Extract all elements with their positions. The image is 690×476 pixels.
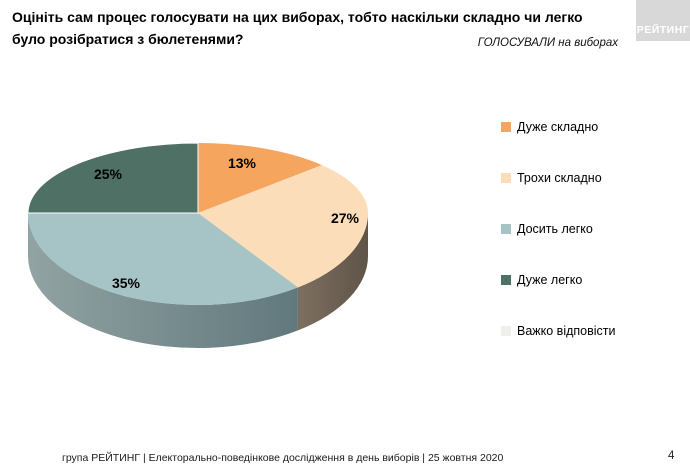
legend-swatch (501, 173, 511, 183)
legend-item-hard-to-answer: Важко відповісти (501, 323, 616, 339)
pie-data-labels: 13% 27% 35% 25% (94, 155, 360, 291)
legend-swatch (501, 326, 511, 336)
legend-item-somewhat-hard: Трохи складно (501, 170, 602, 186)
pie-slice-wall (297, 213, 368, 331)
pie-chart-svg: 13% 27% 35% 25% (27, 142, 368, 348)
pie-slice-0 (198, 143, 322, 213)
pie-slice-1 (198, 165, 368, 288)
pie-slice-2 (28, 213, 298, 305)
legend-swatch (501, 122, 511, 132)
legend-item-label: Трохи складно (517, 171, 602, 185)
slide-title: Оцініть сам процес голосувати на цих виб… (12, 9, 583, 47)
page-number: 4 (668, 450, 675, 462)
rating-logo: РЕЙТИНГ (636, 0, 690, 41)
pie-data-label: 13% (228, 155, 257, 171)
legend-item-label: Дуже складно (517, 120, 599, 134)
logo-text: РЕЙТИНГ (636, 24, 690, 36)
legend-item-label: Дуже легко (517, 273, 583, 287)
pie-data-label: 35% (112, 275, 141, 291)
legend-swatch (501, 224, 511, 234)
legend-item-fairly-easy: Досить легко (501, 221, 593, 237)
pie-chart: 13% 27% 35% 25% (0, 120, 440, 380)
chart-subtitle: ГОЛОСУВАЛИ на виборах (477, 37, 618, 49)
legend-swatch (501, 275, 511, 285)
legend-item-label: Важко відповісти (517, 324, 616, 338)
legend-item-very-hard: Дуже складно (501, 119, 598, 135)
pie-slice-wall (28, 213, 298, 348)
legend-item-label: Досить легко (517, 222, 593, 236)
pie-walls (28, 213, 368, 348)
pie-slices (27, 142, 368, 305)
footer-text: група РЕЙТИНГ | Електорально-поведінкове… (62, 452, 504, 464)
pie-slice-3 (27, 142, 199, 214)
legend-item-very-easy: Дуже легко (501, 272, 582, 288)
pie-data-label: 25% (94, 166, 123, 182)
pie-data-label: 27% (331, 210, 360, 226)
